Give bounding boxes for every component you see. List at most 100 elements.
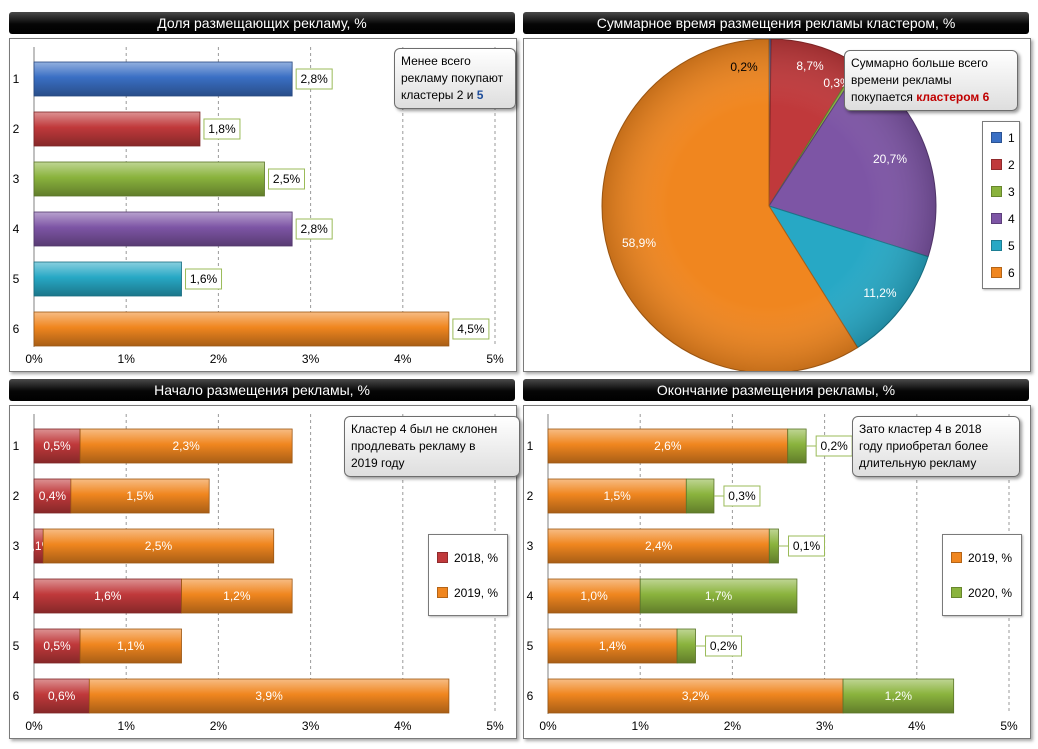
share-data-label-box: [203, 118, 241, 140]
end-tick-label: 5%: [1000, 719, 1018, 733]
share-panel: 0% 1% 2% 3% 4% 5% 1 2 3 4 5 6 2,8% 1,8% 2,5% 2,8% 1,6% 4,…: [9, 38, 517, 372]
legend-swatch: [437, 552, 448, 563]
end-data-label-box: [788, 535, 825, 557]
share-category-label: 5: [13, 272, 20, 286]
end-data-label: 1,0%: [580, 589, 608, 603]
start-data-label: 2,3%: [172, 439, 200, 453]
end-data-label: 1,2%: [885, 689, 913, 703]
share-category-label: 1: [13, 72, 20, 86]
share-data-label: 4,5%: [457, 322, 485, 336]
share-data-label: 2,5%: [273, 172, 301, 186]
end-callout: Зато кластер 4 в 2018 году приобретал бо…: [852, 416, 1020, 477]
start-legend: 2018, % 2019, %: [428, 534, 508, 616]
legend-label: 5: [1008, 239, 1015, 253]
end-data-label: 2,4%: [645, 539, 673, 553]
end-category-label: 4: [527, 589, 534, 603]
start-tick-label: 2%: [210, 719, 228, 733]
start-data-label: 1,5%: [126, 489, 154, 503]
start-data-label: 1,2%: [223, 589, 251, 603]
end-bar: [685, 478, 715, 514]
start-bar: [79, 628, 182, 664]
time-pie-chart: 0,2% 8,7%0,3%20,7%11,2%58,9%: [601, 39, 937, 371]
start-category-label: 4: [13, 589, 20, 603]
end-tick-label: 0%: [539, 719, 557, 733]
end-bar: [676, 628, 696, 664]
end-panel: 0% 1% 2% 3% 4% 5% 1 2 3 4 5 6 2,6% 0,2% 1,5% 0,3% 2,4% 0,…: [523, 405, 1031, 739]
legend-item: 1: [991, 130, 1015, 146]
legend-label: 1: [1008, 131, 1015, 145]
legend-swatch: [991, 267, 1002, 278]
share-data-label: 1,6%: [190, 272, 218, 286]
share-bar: [33, 211, 293, 247]
legend-label: 6: [1008, 266, 1015, 280]
legend-item: 2: [991, 157, 1015, 173]
start-data-label: 0,6%: [48, 689, 76, 703]
end-data-label-box: [705, 635, 743, 657]
share-bar: [33, 61, 293, 97]
end-data-label: 1,7%: [705, 589, 733, 603]
end-data-label: 1,4%: [599, 639, 627, 653]
share-data-label: 1,8%: [208, 122, 236, 136]
share-bar: [33, 311, 450, 347]
share-data-label: 2,8%: [300, 72, 328, 86]
share-data-label-box: [185, 268, 223, 290]
legend-item: 4: [991, 211, 1015, 227]
time-legend: 1 2 3 4 5 6: [982, 121, 1020, 289]
start-data-label: 0,5%: [43, 439, 71, 453]
start-data-label: 0,5%: [43, 639, 71, 653]
legend-label: 2: [1008, 158, 1015, 172]
start-bar: [33, 428, 81, 464]
end-panel-title: Окончание размещения рекламы, %: [523, 379, 1029, 401]
start-bar: [33, 478, 72, 514]
share-tick-label: 5%: [486, 352, 504, 366]
share-callout: Менее всего рекламу покупают кластеры 2 …: [394, 48, 516, 109]
pie-data-label: 0,2%: [730, 60, 758, 74]
share-data-label-box: [452, 318, 490, 340]
end-bar: [547, 628, 678, 664]
end-tick-label: 3%: [816, 719, 834, 733]
end-category-label: 6: [527, 689, 534, 703]
legend-item: 2020, %: [951, 585, 1012, 601]
pie-data-label: 11,2%: [863, 286, 896, 300]
start-bar: [181, 578, 293, 614]
share-category-label: 6: [13, 322, 20, 336]
end-data-label: 0,2%: [820, 439, 848, 453]
end-tick-label: 1%: [632, 719, 650, 733]
share-tick-label: 1%: [118, 352, 136, 366]
share-tick-label: 4%: [394, 352, 412, 366]
start-category-label: 2: [13, 489, 20, 503]
legend-swatch: [951, 587, 962, 598]
pie-data-label: 20,7%: [873, 152, 907, 166]
legend-label: 2018, %: [454, 551, 499, 565]
start-bar: [33, 628, 81, 664]
end-bar: [768, 528, 779, 564]
start-category-label: 3: [13, 539, 20, 553]
end-data-label: 0,2%: [710, 639, 738, 653]
start-tick-label: 3%: [302, 719, 320, 733]
pie-data-label: 58,9%: [622, 236, 656, 250]
start-bar: [42, 528, 275, 564]
end-tick-label: 2%: [724, 719, 742, 733]
pie-data-label: 8,7%: [796, 59, 824, 73]
legend-item: 6: [991, 265, 1015, 281]
end-data-label-box: [723, 485, 761, 507]
time-panel-title: Суммарное время размещения рекламы класт…: [523, 12, 1029, 34]
end-data-label: 0,3%: [728, 489, 756, 503]
share-tick-label: 2%: [210, 352, 228, 366]
share-data-label: 2,8%: [300, 222, 328, 236]
share-category-label: 4: [13, 222, 20, 236]
legend-item: 3: [991, 184, 1015, 200]
start-bar: [88, 678, 450, 714]
legend-swatch: [991, 213, 1002, 224]
start-tick-label: 4%: [394, 719, 412, 733]
legend-swatch: [991, 132, 1002, 143]
pie-shading: [602, 39, 936, 371]
end-tick-label: 4%: [908, 719, 926, 733]
end-data-label: 1,5%: [603, 489, 631, 503]
start-data-label: 3,9%: [255, 689, 283, 703]
legend-swatch: [991, 159, 1002, 170]
start-category-label: 5: [13, 639, 20, 653]
legend-label: 4: [1008, 212, 1015, 226]
end-bar: [547, 578, 641, 614]
